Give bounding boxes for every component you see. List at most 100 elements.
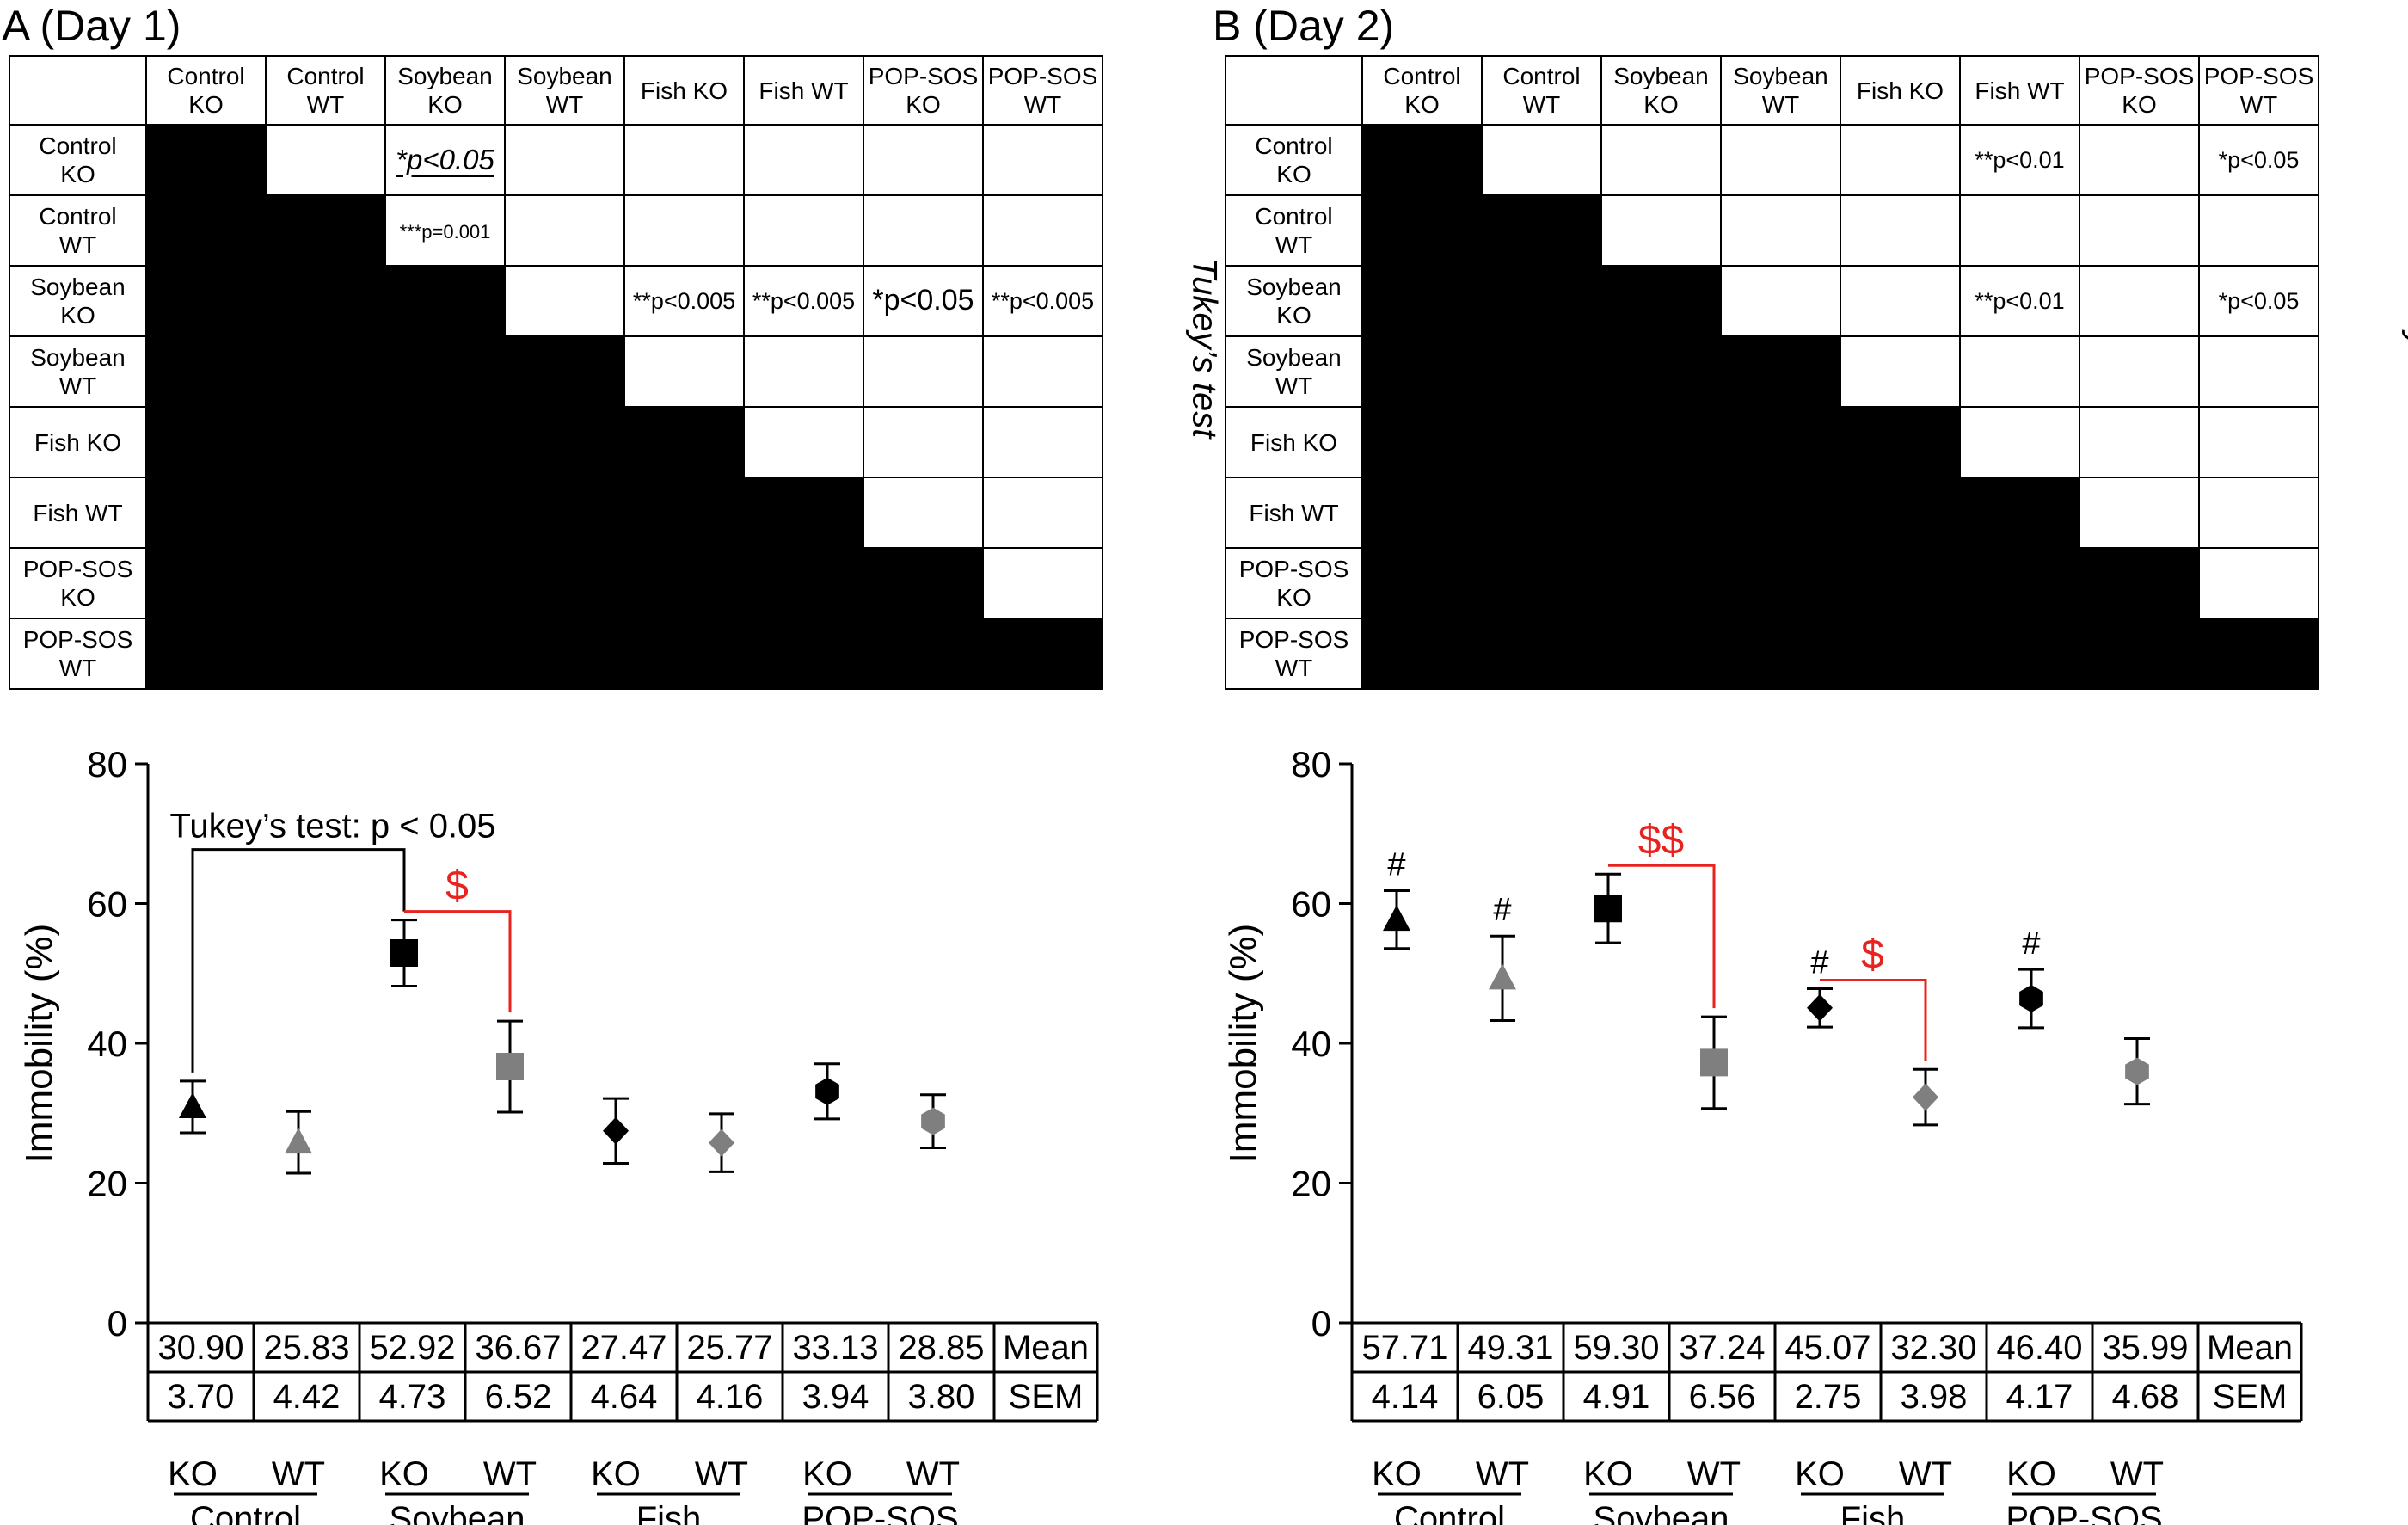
matrix-cell-filled	[1481, 265, 1602, 337]
table-row-label: SEM	[2213, 1378, 2288, 1416]
pvalue-text: *p<0.05	[2218, 147, 2300, 173]
matrix-cell-filled	[1720, 477, 1841, 549]
matrix-row-header-line: Fish KO	[34, 428, 122, 456]
x-category-label: KO	[168, 1455, 218, 1493]
matrix-cell-filled	[1720, 335, 1841, 408]
matrix-row-header-line: Soybean	[30, 344, 126, 371]
y-tick-label: 0	[1312, 1303, 1331, 1344]
x-category-label: KO	[379, 1455, 429, 1493]
sem-value: 6.05	[1477, 1378, 1545, 1416]
pvalue-text: ***p=0.001	[399, 220, 491, 243]
matrix-row-header-line: POP-SOS	[22, 556, 133, 582]
matrix-col-header-line: Control	[1383, 63, 1461, 89]
matrix-cell-filled	[504, 406, 625, 478]
matrix-row-header: Control KO	[9, 124, 147, 196]
y-tick-label: 40	[1291, 1024, 1331, 1064]
x-category-label: WT	[906, 1455, 960, 1493]
matrix-cell-empty	[504, 265, 625, 337]
matrix-row-header-line: Soybean	[1246, 274, 1342, 300]
y-tick-label: 60	[87, 884, 127, 925]
significance-label: $	[1861, 932, 1884, 977]
matrix-cell-filled	[265, 194, 386, 267]
matrix-col-header-line: Fish KO	[640, 77, 728, 104]
matrix-cell-filled	[982, 618, 1103, 690]
matrix-col-header-line: Control	[286, 63, 365, 89]
matrix-col-header-line: Fish WT	[1975, 77, 2065, 104]
matrix-row-header-line: WT	[58, 372, 97, 399]
tukey-side-label-a: Tukey’s test	[1185, 257, 1224, 439]
significance-label: $$	[1638, 817, 1684, 863]
matrix-cell-filled	[1361, 547, 1483, 619]
matrix-row-header-line: Fish WT	[33, 499, 123, 526]
sem-value: 3.98	[1901, 1378, 1968, 1416]
x-group-label: Soybean	[1594, 1500, 1729, 1525]
mean-value: 27.47	[580, 1329, 666, 1367]
matrix-cell-empty	[2198, 406, 2319, 478]
mean-value: 45.07	[1784, 1329, 1870, 1367]
x-category-label: WT	[1476, 1455, 1529, 1493]
x-category-label: KO	[1372, 1455, 1422, 1493]
mean-value: 37.24	[1679, 1329, 1765, 1367]
matrix-row-header: Soybean KO	[1225, 265, 1363, 337]
matrix-col-header-line: Fish KO	[1856, 77, 1944, 104]
matrix-cell-empty	[1840, 265, 1961, 337]
data-point-square	[1594, 895, 1622, 923]
pvalue-text: *p<0.05	[872, 284, 974, 317]
matrix-col-header-line: Control	[1502, 63, 1581, 89]
x-group-label: POP-SOS	[802, 1500, 958, 1525]
matrix-cell-empty	[624, 335, 745, 408]
y-tick-label: 20	[87, 1164, 127, 1204]
matrix-col-header-line: POP-SOS	[868, 63, 979, 89]
matrix-cell-empty	[2079, 477, 2200, 549]
matrix-row-header-line: WT	[1275, 655, 1313, 681]
matrix-cell-filled	[1840, 547, 1961, 619]
matrix-row-header: Soybean KO	[9, 265, 147, 337]
x-group-label: Fish	[1840, 1500, 1906, 1525]
x-category-label: KO	[1583, 1455, 1633, 1493]
matrix-pvalue-cell: **p<0.005	[624, 265, 745, 337]
matrix-cell-empty	[1600, 124, 1722, 196]
matrix-col-header-line: WT	[1023, 91, 1062, 118]
matrix-col-header: Fish WT	[743, 55, 864, 126]
matrix-pvalue-cell: *p<0.05	[2198, 124, 2319, 196]
matrix-cell-empty	[2079, 265, 2200, 337]
matrix-col-header-line: KO	[1643, 91, 1679, 118]
matrix-cell-filled	[265, 335, 386, 408]
data-point-hexagon	[815, 1077, 839, 1105]
sem-value: 4.68	[2112, 1378, 2179, 1416]
matrix-cell-filled	[145, 477, 267, 549]
y-axis-label: Immobility (%)	[1222, 924, 1264, 1164]
matrix-cell-filled	[145, 547, 267, 619]
matrix-col-header-line: Soybean	[1613, 63, 1709, 89]
matrix-row-header: Fish KO	[9, 406, 147, 478]
matrix-cell-empty	[2198, 194, 2319, 267]
significance-hash: #	[1810, 944, 1828, 981]
matrix-cell-filled	[1361, 477, 1483, 549]
x-category-label: KO	[1795, 1455, 1845, 1493]
matrix-cell-filled	[1600, 547, 1722, 619]
data-point-diamond	[709, 1128, 734, 1157]
matrix-corner	[1225, 55, 1363, 126]
matrix-row-header: Soybean WT	[9, 335, 147, 408]
matrix-cell-empty	[2079, 124, 2200, 196]
tukey-side-label-b: Tukey’s test	[2401, 257, 2408, 439]
matrix-pvalue-cell: *p<0.05	[384, 124, 506, 196]
matrix-cell-filled	[145, 124, 267, 196]
data-point-triangle	[285, 1128, 312, 1154]
matrix-cell-filled	[265, 547, 386, 619]
matrix-col-header-line: WT	[1522, 91, 1561, 118]
sem-value: 3.80	[908, 1378, 975, 1416]
sem-value: 3.94	[802, 1378, 869, 1416]
matrix-cell-filled	[384, 547, 506, 619]
matrix-cell-filled	[2079, 618, 2200, 690]
matrix-row-header-line: Fish WT	[1249, 499, 1339, 526]
matrix-cell-empty	[624, 194, 745, 267]
mean-value: 33.13	[792, 1329, 878, 1367]
matrix-col-header-line: POP-SOS	[2203, 63, 2314, 89]
pvalue-text: **p<0.01	[1975, 288, 2065, 314]
matrix-cell-filled	[863, 618, 984, 690]
x-category-label: WT	[272, 1455, 325, 1493]
matrix-col-header: POP-SOS KO	[863, 55, 984, 126]
matrix-cell-filled	[1959, 547, 2080, 619]
mean-value: 25.83	[263, 1329, 349, 1367]
